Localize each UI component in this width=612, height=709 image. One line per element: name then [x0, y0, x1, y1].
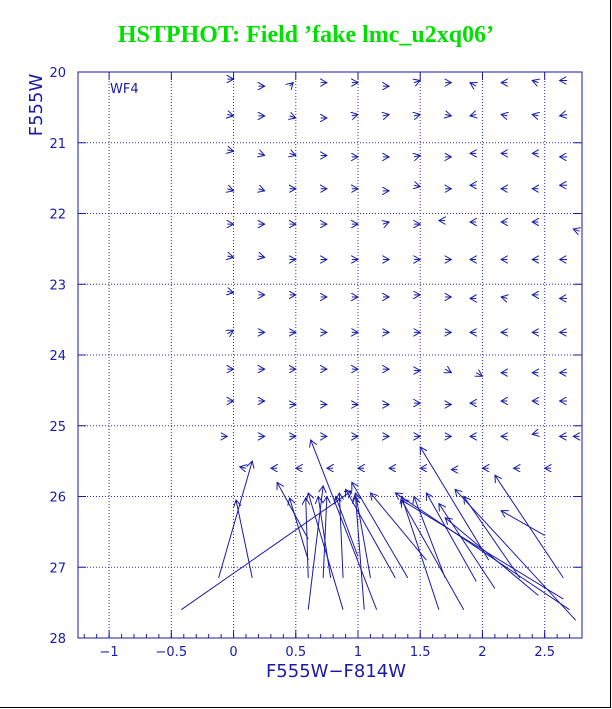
y-tick-label: 27 — [49, 561, 66, 576]
vector-arrow — [290, 83, 294, 87]
vector-arrow — [532, 433, 538, 434]
vector-arrow — [495, 475, 564, 579]
vector-arrow — [181, 491, 351, 611]
axis-ticks: −1 −0.5 0 0.5 1 1.5 2 2.5 20 21 22 23 24 25 26 27 28 — [49, 66, 582, 660]
y-tick-label: 26 — [49, 491, 66, 506]
y-tick-label: 22 — [49, 208, 66, 223]
x-tick-label: −1 — [100, 645, 119, 660]
vector-arrow — [395, 493, 570, 611]
vector-arrow — [318, 497, 332, 578]
vector-arrow — [464, 497, 521, 579]
vector-arrow — [455, 489, 577, 621]
vector-arrow — [439, 504, 496, 589]
vector-arrow — [501, 297, 507, 298]
vector-arrow — [258, 256, 264, 257]
x-tick-label: 0.5 — [285, 645, 306, 660]
vector-arrow — [346, 489, 396, 579]
y-axis-label: F555W — [26, 74, 47, 137]
vector-arrow — [227, 189, 233, 191]
vector-arrow — [470, 83, 476, 87]
vector-arrow — [311, 440, 378, 610]
vector-arrow — [290, 498, 309, 561]
vector-arrow — [352, 482, 409, 579]
x-tick-label: 2.5 — [534, 645, 555, 660]
vector-arrow — [476, 373, 482, 377]
vector-arrow — [445, 114, 451, 115]
vector-arrow — [420, 447, 490, 561]
vector-arrow — [323, 497, 327, 578]
vector-arrow — [336, 497, 359, 557]
data-vectors — [181, 79, 579, 621]
vector-arrow — [501, 114, 507, 115]
chart-title: HSTPHOT: Field ’fake lmc_u2xq06’ — [117, 22, 495, 48]
vector-arrow — [426, 493, 477, 582]
x-tick-label: 0 — [229, 645, 237, 660]
vector-arrow — [560, 114, 567, 115]
vector-arrow — [277, 482, 309, 540]
vector-arrow — [402, 497, 440, 610]
y-tick-label: 24 — [49, 349, 66, 364]
vector-arrow — [240, 467, 246, 468]
y-tick-label: 21 — [49, 137, 66, 152]
vector-arrow — [227, 150, 233, 151]
vector-arrow — [370, 493, 427, 561]
vector-arrow — [414, 114, 420, 115]
y-tick-label: 25 — [49, 420, 66, 435]
vector-arrow — [308, 493, 344, 610]
vector-arrow — [383, 114, 389, 115]
y-tick-label: 23 — [49, 278, 66, 293]
vector-arrow — [383, 222, 389, 224]
x-tick-label: 1.5 — [410, 645, 431, 660]
x-tick-label: 2 — [478, 645, 486, 660]
x-tick-label: 1 — [354, 645, 362, 660]
vector-arrow — [445, 518, 539, 596]
vector-arrow — [414, 185, 420, 186]
y-tick-label: 28 — [49, 632, 66, 647]
vector-arrow — [414, 80, 420, 82]
vector-arrow — [402, 500, 465, 610]
vector-arrow — [227, 114, 233, 115]
vector-arrow — [356, 497, 365, 610]
vector-arrow — [414, 497, 446, 579]
vector-arrow — [227, 256, 233, 257]
x-tick-label: −0.5 — [156, 645, 188, 660]
vector-arrow — [227, 330, 233, 334]
vector-arrow — [356, 493, 371, 578]
vector-arrow — [532, 80, 538, 82]
vector-arrow — [307, 486, 323, 610]
vector-arrow — [227, 291, 233, 292]
x-axis-label: F555W−F814W — [266, 661, 406, 682]
panel-label: WF4 — [110, 82, 139, 97]
vector-arrow — [339, 493, 343, 578]
vector-arrow — [306, 498, 308, 578]
grid — [78, 72, 582, 638]
vector-arrow — [402, 500, 564, 600]
vector-arrow — [573, 229, 579, 231]
vector-arrow — [532, 114, 538, 115]
vector-arrow — [258, 153, 264, 155]
vector-arrow — [445, 369, 451, 373]
vector-arrow — [236, 500, 253, 578]
vector-arrow — [218, 461, 253, 579]
vector-arrow — [290, 116, 296, 118]
vector-arrow — [258, 189, 264, 191]
vector-arrow — [290, 153, 296, 155]
vector-arrow — [470, 114, 476, 115]
vector-arrow — [501, 511, 545, 536]
y-tick-label: 20 — [49, 66, 66, 81]
vector-arrow — [352, 114, 358, 115]
vector-arrow — [414, 155, 420, 156]
